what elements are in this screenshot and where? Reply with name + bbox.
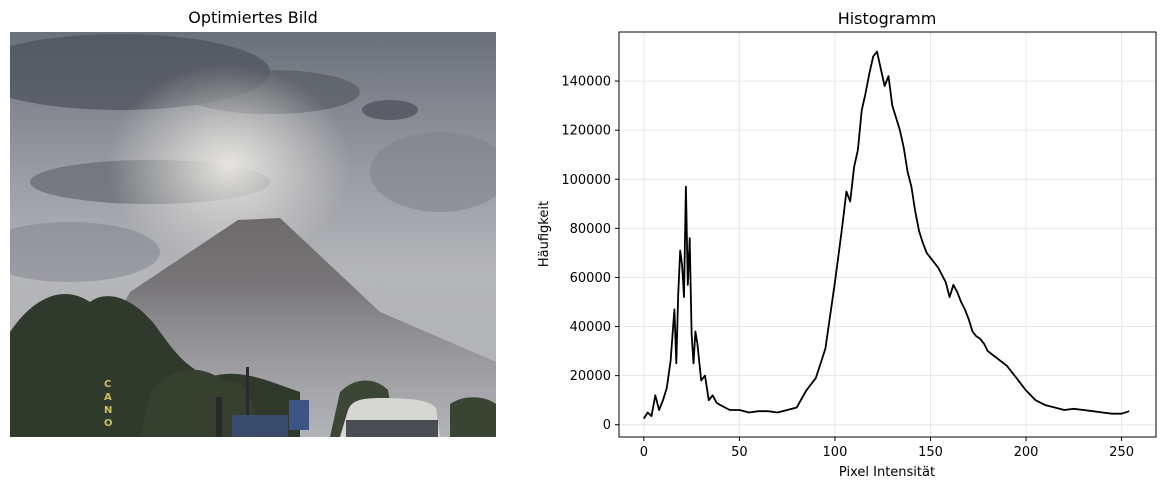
- chart-title: Histogramm: [838, 9, 937, 28]
- y-tick-label: 80000: [570, 222, 611, 237]
- plot-frame: [618, 31, 1157, 438]
- x-tick-label: 100: [823, 445, 848, 460]
- grid: [619, 32, 1156, 437]
- x-tick-label: 0: [640, 445, 648, 460]
- x-tick-label: 200: [1014, 445, 1039, 460]
- histogram-line: [643, 50, 1130, 420]
- x-axis-label: Pixel Intensität: [839, 465, 935, 480]
- y-tick-label: 0: [603, 418, 611, 433]
- image-title: Optimiertes Bild: [188, 8, 318, 27]
- y-axis-label: Häufigkeit: [537, 201, 552, 267]
- y-tick-label: 20000: [570, 369, 611, 384]
- y-tick-label: 140000: [561, 75, 611, 90]
- x-tick-label: 50: [731, 445, 748, 460]
- y-tick-label: 120000: [561, 124, 611, 139]
- x-tick-label: 150: [918, 445, 943, 460]
- y-tick-label: 40000: [570, 320, 611, 335]
- y-tick-label: 100000: [561, 173, 611, 188]
- y-tick-label: 60000: [570, 271, 611, 286]
- x-tick-label: 250: [1109, 445, 1134, 460]
- plot-area: [643, 50, 1130, 420]
- axis-ticks: 0 50 100 150 200 250 0 20000 40000 60000 80000 1000…: [561, 75, 1134, 460]
